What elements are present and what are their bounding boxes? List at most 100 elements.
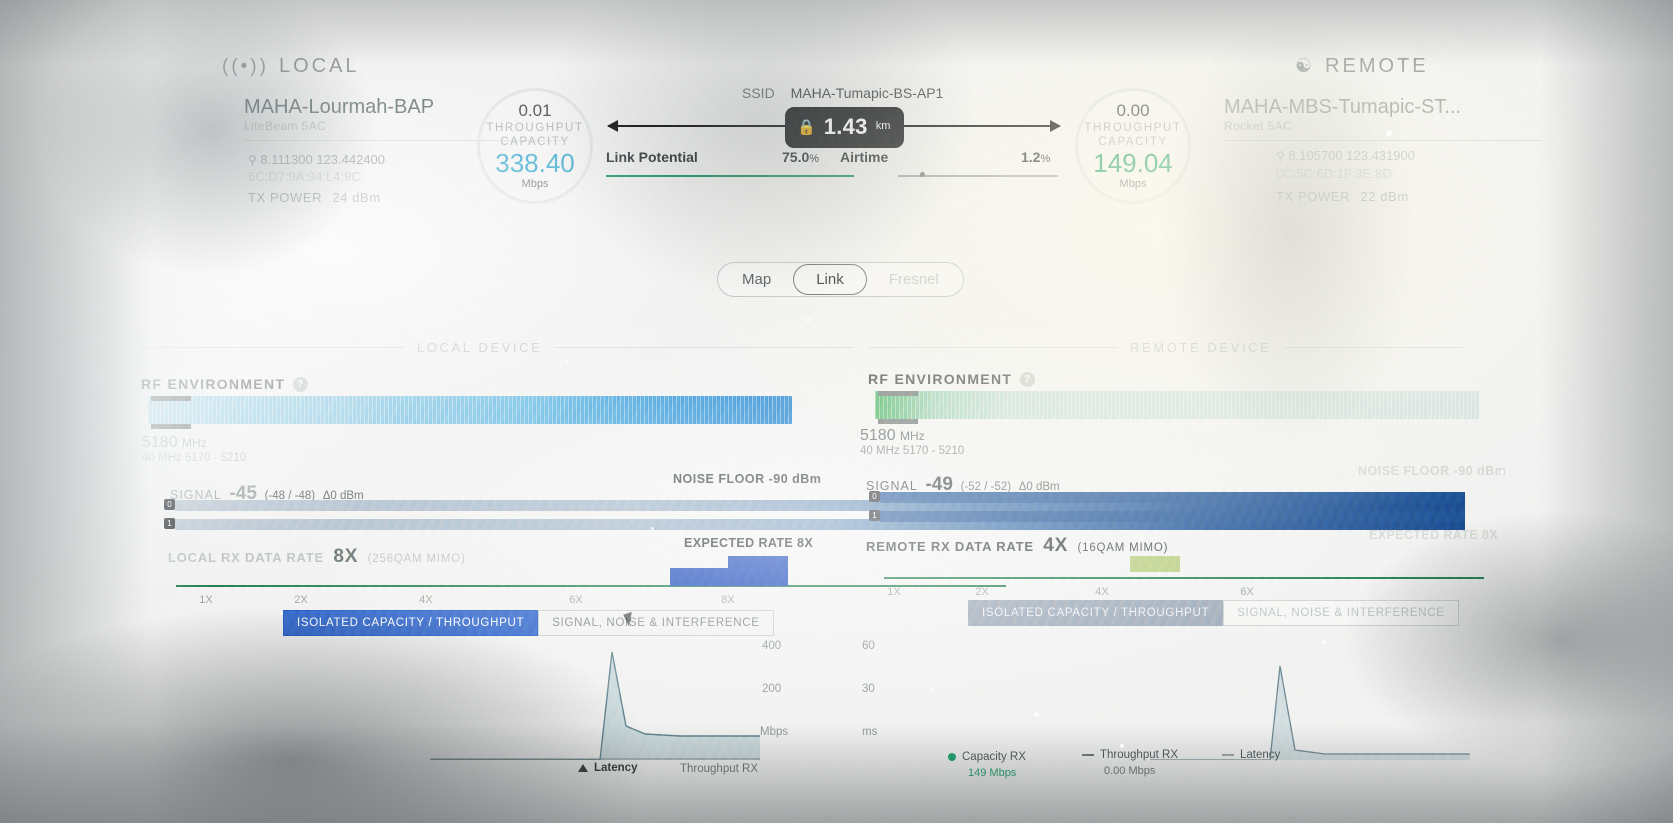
local-header-label: LOCAL — [278, 55, 360, 77]
local-chart-svg — [430, 651, 760, 761]
airtime-value: 1.2% — [1021, 149, 1050, 165]
lock-icon: 🔒 — [797, 119, 816, 136]
remote-spectrum-graph[interactable] — [875, 391, 1479, 419]
remote-tick-4x: 4X — [1095, 586, 1109, 598]
link-potential-number: 75.0 — [782, 149, 810, 165]
legend-throughput-value: 0.00 Mbps — [1104, 765, 1156, 777]
legend-dash-icon — [1082, 754, 1094, 756]
remote-channel-marker-bottom — [878, 419, 918, 424]
local-expected-rate: EXPECTED RATE 8X — [684, 536, 814, 550]
remote-chain-bar-1: 1 — [869, 510, 1465, 522]
legend-throughput-bottom-label: Throughput RX — [680, 763, 758, 775]
local-capacity-unit: Mbps — [521, 178, 549, 191]
remote-rf-label: RF ENVIRONMENT — [868, 371, 1013, 387]
local-panel-header: ((•)) LOCAL — [222, 55, 360, 78]
help-icon[interactable]: ? — [293, 376, 309, 392]
remote-toggle-isolated-capacity[interactable]: ISOLATED CAPACITY / THROUGHPUT — [968, 600, 1224, 626]
remote-header-label: REMOTE — [1325, 55, 1429, 77]
airtime-number: 1.2 — [1021, 149, 1041, 165]
latency-area — [1150, 666, 1470, 760]
local-mac-address: 6C:D7:9A:94:L4:9C — [248, 169, 361, 184]
local-tick-8x: 8X — [721, 594, 735, 606]
link-arrow-right — [885, 120, 1061, 132]
legend-dash-icon — [1222, 754, 1234, 756]
local-bandwidth: 40 MHz 5170 - 5210 — [142, 452, 247, 464]
remote-chart-ytick-60: 60 — [862, 640, 875, 652]
legend-dot-icon — [948, 753, 956, 761]
local-tick-6x: 6X — [569, 594, 583, 606]
remote-frequency: 5180 MHz — [860, 427, 925, 445]
antenna-icon: ((•)) — [222, 55, 269, 77]
local-rate-value: 8X — [333, 546, 359, 567]
legend-latency[interactable]: Latency — [1222, 749, 1280, 761]
local-tick-4x: 4X — [419, 594, 433, 606]
remote-chart-svg — [1150, 665, 1470, 761]
local-device-section: LOCAL DEVICE — [140, 340, 855, 355]
tab-link[interactable]: Link — [793, 264, 867, 295]
tab-map[interactable]: Map — [742, 271, 772, 288]
legend-capacity-rx[interactable]: Capacity RX — [948, 751, 1026, 763]
local-rate-modulation: (256QAM MIMO) — [367, 553, 466, 565]
help-icon[interactable]: ? — [1020, 371, 1036, 387]
section-rule-left — [140, 347, 405, 348]
airtime-marker — [920, 172, 925, 177]
remote-device-model: Rocket 5AC — [1224, 119, 1293, 133]
remote-throughput-value: 0.00 — [1116, 100, 1150, 120]
local-tx-power: TX POWER 24 dBm — [248, 190, 381, 205]
remote-device-section: REMOTE DEVICE — [868, 340, 1464, 355]
local-tx-power-label: TX POWER — [248, 190, 323, 205]
view-tab-group[interactable]: Map Link Fresnel — [717, 262, 964, 297]
tab-fresnel[interactable]: Fresnel — [888, 271, 939, 288]
local-channel-marker-top — [151, 396, 191, 401]
remote-rate-fill — [1130, 556, 1180, 572]
remote-capacity-unit: Mbps — [1119, 178, 1147, 191]
remote-device-name[interactable]: MAHA-MBS-Tumapic-ST... — [1224, 96, 1462, 118]
remote-rx-data-rate-row: REMOTE RX DATA RATE 4X (16QAM MIMO) — [866, 535, 1168, 557]
capacity-area — [430, 652, 760, 760]
antenna-icon: ☯ — [1295, 56, 1316, 77]
ssid-row: SSID MAHA-Tumapic-BS-AP1 — [742, 85, 943, 101]
remote-chart-toggle-group[interactable]: ISOLATED CAPACITY / THROUGHPUT SIGNAL, N… — [968, 600, 1459, 626]
remote-chain-label-0: 0 — [869, 491, 880, 502]
local-chart-ytick-200: 200 — [762, 683, 782, 695]
legend-latency-bottom-label: Latency — [594, 762, 638, 774]
local-capacity-chart[interactable] — [430, 630, 760, 761]
remote-capacity-value: 149.04 — [1093, 148, 1173, 179]
local-rx-data-rate-row: LOCAL RX DATA RATE 8X (256QAM MIMO) — [168, 546, 466, 568]
link-potential-label: Link Potential — [606, 149, 698, 165]
triangle-marker-icon — [578, 764, 588, 772]
remote-toggle-signal-noise[interactable]: SIGNAL, NOISE & INTERFERENCE — [1223, 600, 1459, 626]
remote-tx-power-value: 22 dBm — [1360, 189, 1409, 204]
remote-rate-modulation: (16QAM MIMO) — [1077, 542, 1169, 554]
local-expected-rate-fill — [728, 556, 788, 586]
remote-bandwidth: 40 MHz 5170 - 5210 — [860, 445, 965, 457]
ssid-label: SSID — [742, 85, 775, 101]
local-rate-track — [176, 585, 1006, 587]
local-tick-1x: 1X — [199, 594, 213, 606]
link-distance-value: 1.43 — [823, 114, 868, 139]
remote-throughput-gauge: 0.00 THROUGHPUT CAPACITY 149.04 Mbps — [1075, 88, 1191, 204]
remote-tick-6x: 6X — [1240, 586, 1254, 598]
legend-throughput-bottom[interactable]: Throughput RX — [680, 763, 758, 775]
legend-latency-bottom[interactable]: Latency — [578, 762, 637, 774]
local-tick-2x: 2X — [294, 594, 308, 606]
section-rule-right — [1283, 347, 1464, 348]
local-chain-label-0: 0 — [164, 499, 175, 510]
remote-chart-yaxis-label: ms — [862, 726, 878, 738]
remote-frequency-unit: MHz — [900, 429, 925, 443]
local-spectrum-graph[interactable] — [148, 396, 792, 424]
legend-throughput-rx[interactable]: Throughput RX — [1082, 749, 1178, 761]
local-tx-power-value: 24 dBm — [332, 190, 381, 205]
remote-rate-value: 4X — [1043, 535, 1069, 556]
remote-capacity-label: THROUGHPUT CAPACITY — [1084, 121, 1182, 148]
remote-tx-power: TX POWER 22 dBm — [1276, 189, 1409, 204]
remote-latency-chart[interactable] — [1150, 630, 1470, 761]
remote-rf-environment-title: RF ENVIRONMENT ? — [868, 371, 1036, 387]
link-potential-unit: % — [809, 153, 820, 165]
remote-noise-floor: NOISE FLOOR -90 dBm — [1358, 464, 1507, 478]
ssid-value: MAHA-Tumapic-BS-AP1 — [790, 85, 944, 101]
local-device-name[interactable]: MAHA-Lourmah-BAP — [244, 96, 435, 118]
remote-tx-power-label: TX POWER — [1276, 189, 1351, 204]
remote-mac-address: 0C:5C:6D:1F:3E:8D — [1276, 166, 1392, 181]
local-chart-ytick-400: 400 — [762, 640, 782, 652]
